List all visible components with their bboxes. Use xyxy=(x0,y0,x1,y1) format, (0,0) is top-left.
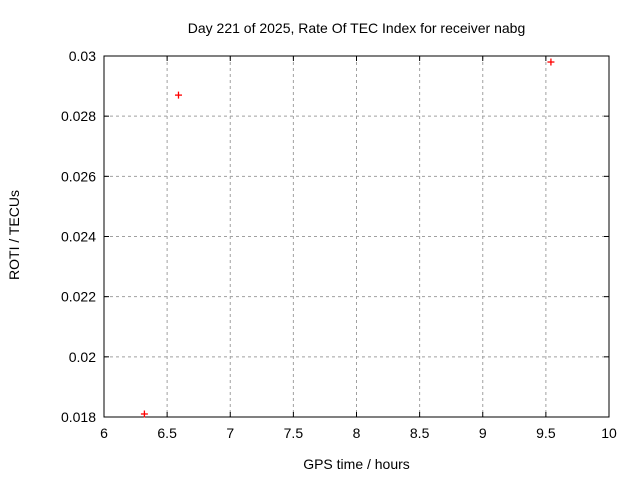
x-tick-label: 8.5 xyxy=(410,425,430,441)
x-tick-label: 10 xyxy=(601,425,617,441)
x-tick-label: 6.5 xyxy=(157,425,177,441)
y-tick-label: 0.022 xyxy=(61,289,96,305)
y-tick-label: 0.018 xyxy=(61,409,96,425)
y-tick-label: 0.024 xyxy=(61,229,96,245)
x-tick-label: 9 xyxy=(479,425,487,441)
y-tick-label: 0.028 xyxy=(61,108,96,124)
y-tick-label: 0.02 xyxy=(69,349,96,365)
y-tick-label: 0.03 xyxy=(69,48,96,64)
x-tick-label: 7.5 xyxy=(284,425,304,441)
y-tick-label: 0.026 xyxy=(61,168,96,184)
chart-title: Day 221 of 2025, Rate Of TEC Index for r… xyxy=(187,20,526,36)
x-axis-label: GPS time / hours xyxy=(303,456,410,472)
x-tick-label: 8 xyxy=(353,425,361,441)
x-tick-label: 9.5 xyxy=(536,425,556,441)
x-tick-label: 7 xyxy=(226,425,234,441)
x-tick-label: 6 xyxy=(100,425,108,441)
